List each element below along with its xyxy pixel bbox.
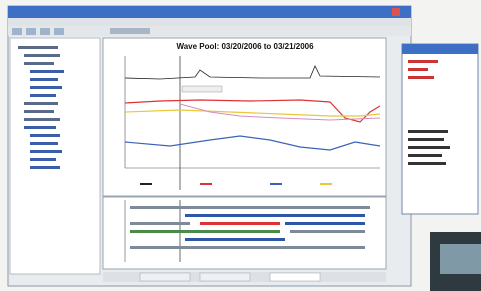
event-row bbox=[130, 206, 370, 209]
tree-item[interactable] bbox=[30, 158, 56, 161]
toolbar-button[interactable] bbox=[54, 28, 64, 35]
legend-swatch bbox=[200, 183, 212, 185]
screenshot: Wave Pool: 03/20/2006 to 03/21/2006 bbox=[0, 0, 481, 291]
background-object bbox=[440, 244, 481, 274]
event-row bbox=[130, 222, 190, 225]
page: Wave Pool: 03/20/2006 to 03/21/2006 (() … bbox=[0, 0, 481, 291]
side-text bbox=[408, 162, 446, 165]
title-bar bbox=[8, 6, 411, 18]
legend-swatch bbox=[270, 183, 282, 185]
side-text bbox=[408, 154, 442, 157]
event-row bbox=[200, 222, 280, 225]
event-row bbox=[130, 246, 365, 249]
tree-item[interactable] bbox=[24, 102, 58, 105]
toolbar bbox=[8, 26, 411, 36]
side-title-bar bbox=[402, 44, 478, 54]
tab[interactable] bbox=[140, 273, 190, 281]
tree-item[interactable] bbox=[30, 94, 56, 97]
tree-item[interactable] bbox=[30, 166, 60, 169]
toolbar-button[interactable] bbox=[26, 28, 36, 35]
event-row bbox=[185, 238, 285, 241]
toolbar-button[interactable] bbox=[40, 28, 50, 35]
event-row bbox=[290, 230, 365, 233]
tree-item[interactable] bbox=[30, 86, 62, 89]
tab[interactable] bbox=[270, 273, 320, 281]
side-text bbox=[408, 60, 438, 63]
tree-item[interactable] bbox=[30, 150, 62, 153]
side-text bbox=[408, 76, 434, 79]
tree-item[interactable] bbox=[24, 118, 60, 121]
close-button[interactable] bbox=[392, 8, 400, 16]
tree-item[interactable] bbox=[24, 54, 60, 57]
tree-item[interactable] bbox=[24, 62, 54, 65]
tooltip bbox=[182, 86, 222, 92]
tree-item[interactable] bbox=[30, 134, 60, 137]
tree-item[interactable] bbox=[30, 70, 64, 73]
menu-bar bbox=[8, 18, 411, 26]
event-row bbox=[285, 222, 365, 225]
legend-swatch bbox=[140, 183, 152, 185]
tree-item[interactable] bbox=[24, 110, 54, 113]
tab[interactable] bbox=[200, 273, 250, 281]
side-text bbox=[408, 130, 448, 133]
side-text bbox=[408, 146, 450, 149]
tree-item[interactable] bbox=[24, 126, 56, 129]
tree-item[interactable] bbox=[30, 142, 58, 145]
event-row bbox=[130, 230, 280, 233]
chart-title: Wave Pool: 03/20/2006 to 03/21/2006 bbox=[176, 42, 314, 51]
tree-panel bbox=[10, 38, 100, 274]
event-row bbox=[185, 214, 365, 217]
toolbar-button[interactable] bbox=[110, 28, 150, 34]
side-text bbox=[408, 138, 444, 141]
tree-item[interactable] bbox=[18, 46, 58, 49]
side-text bbox=[408, 68, 428, 71]
toolbar-button[interactable] bbox=[12, 28, 22, 35]
tree-item[interactable] bbox=[30, 78, 58, 81]
legend-swatch bbox=[320, 183, 332, 185]
